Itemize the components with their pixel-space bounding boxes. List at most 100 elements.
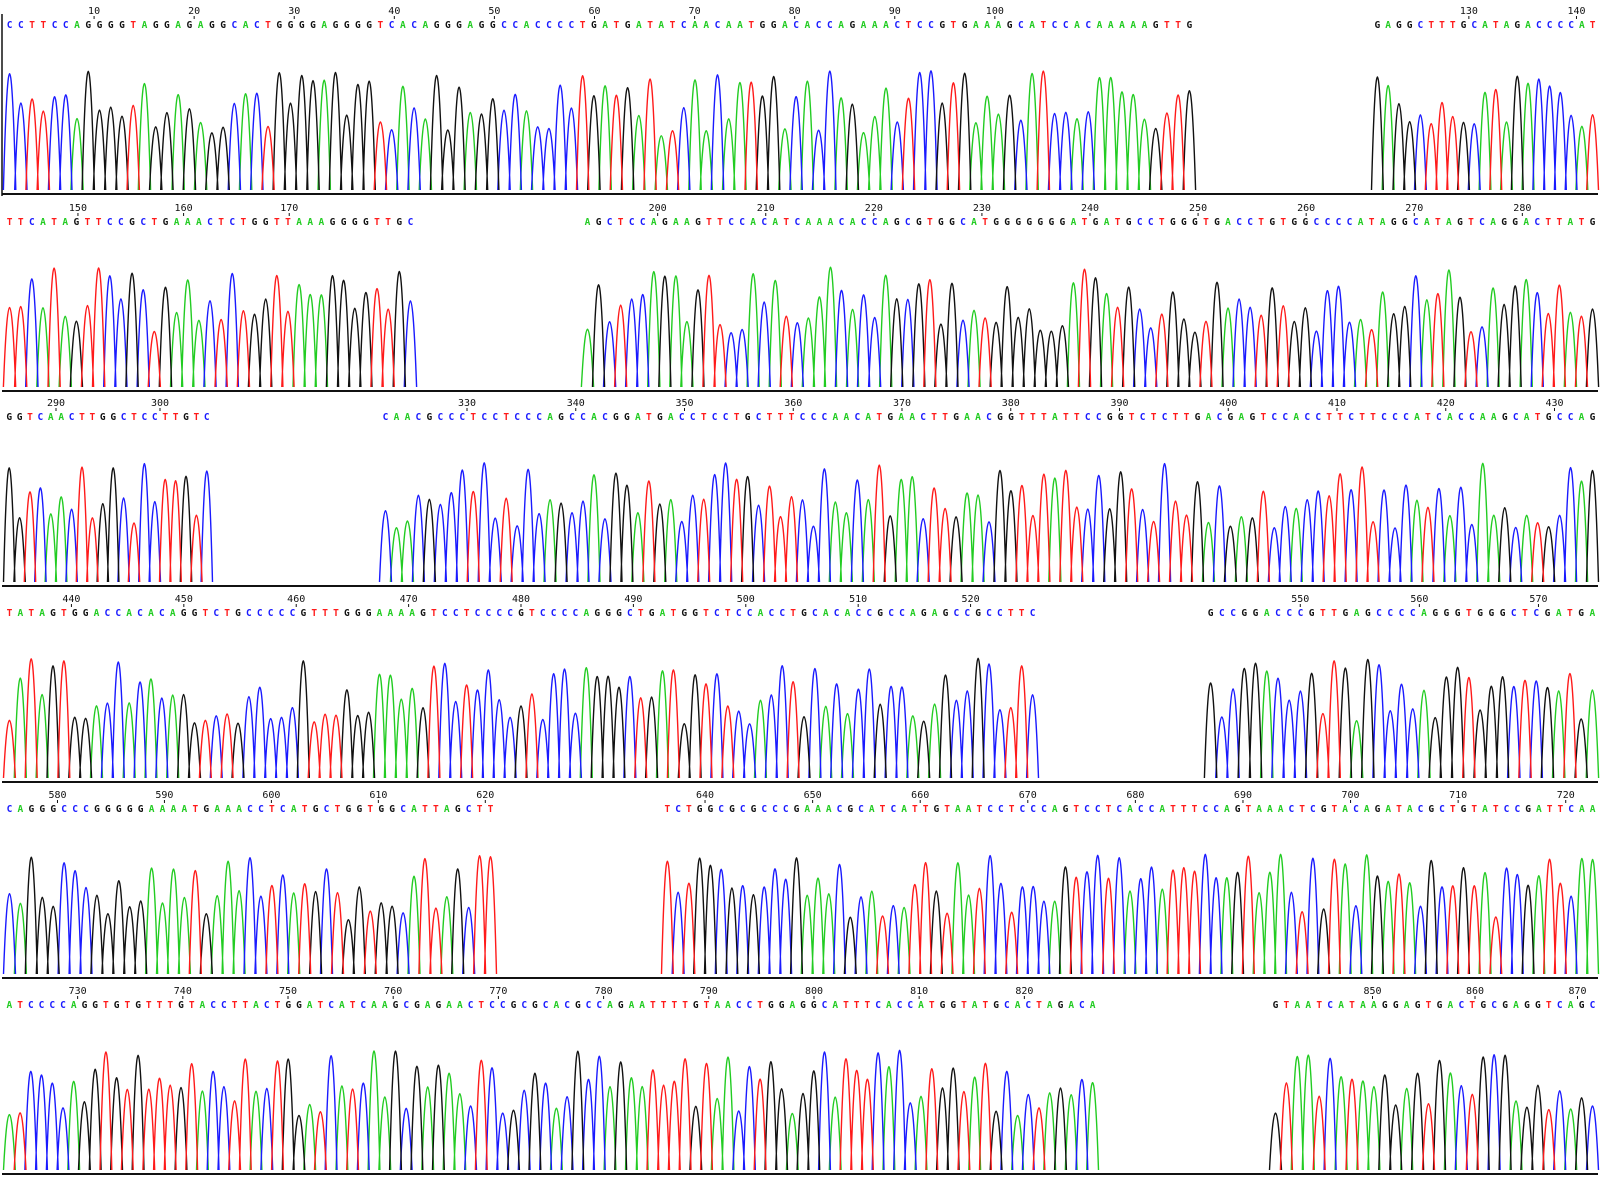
base-call: A xyxy=(955,804,961,815)
tick-label: 700 xyxy=(1342,790,1360,801)
base-call: G xyxy=(28,804,34,815)
tick-label: 130 xyxy=(1460,6,1478,17)
base-call: T xyxy=(1164,20,1170,31)
base-call: C xyxy=(747,1000,753,1011)
tick-label: 440 xyxy=(62,594,80,605)
base-call: C xyxy=(481,412,487,423)
base-call: G xyxy=(490,20,496,31)
base-call: C xyxy=(72,804,78,815)
base-call: A xyxy=(1524,412,1530,423)
base-call: T xyxy=(285,217,291,228)
base-call: A xyxy=(1380,217,1386,228)
base-call: T xyxy=(1030,412,1036,423)
base-call: C xyxy=(872,217,878,228)
base-call: C xyxy=(723,412,729,423)
base-call: A xyxy=(975,412,981,423)
base-call: G xyxy=(693,1000,699,1011)
base-call: T xyxy=(350,1000,356,1011)
tick-label: 590 xyxy=(155,790,173,801)
base-call: C xyxy=(586,1000,592,1011)
base-call: C xyxy=(986,608,992,619)
base-call: C xyxy=(822,412,828,423)
base-call: T xyxy=(18,217,24,228)
trace-A xyxy=(36,279,329,388)
base-call: C xyxy=(866,608,872,619)
base-call: G xyxy=(108,20,114,31)
tick-label: 750 xyxy=(279,986,297,997)
trace-C xyxy=(378,462,1578,583)
base-call: T xyxy=(1326,412,1332,423)
trace-T xyxy=(2,267,395,388)
base-call: G xyxy=(997,412,1003,423)
base-call: C xyxy=(512,20,518,31)
base-call: T xyxy=(157,1000,163,1011)
trace-G xyxy=(422,469,1600,583)
tick-label: 40 xyxy=(388,6,400,17)
base-call: G xyxy=(625,20,631,31)
base-call: T xyxy=(983,1000,989,1011)
base-call: G xyxy=(751,804,757,815)
base-call: G xyxy=(82,1000,88,1011)
base-call: C xyxy=(1471,20,1477,31)
tick-label: 810 xyxy=(910,986,928,997)
base-call: G xyxy=(1514,20,1520,31)
base-call: T xyxy=(27,412,33,423)
base-call: G xyxy=(575,1000,581,1011)
base-call: A xyxy=(673,217,679,228)
base-call: C xyxy=(1213,804,1219,815)
base-call: G xyxy=(100,412,106,423)
base-call: T xyxy=(1567,608,1573,619)
base-call: T xyxy=(1082,217,1088,228)
base-call: T xyxy=(703,608,709,619)
base-call: A xyxy=(585,217,591,228)
base-call: C xyxy=(1347,217,1353,228)
base-call: T xyxy=(374,217,380,228)
base-call: G xyxy=(203,804,209,815)
base-call: T xyxy=(1556,217,1562,228)
base-call: C xyxy=(811,412,817,423)
trace-A xyxy=(580,266,1578,388)
base-call: A xyxy=(1491,412,1497,423)
trace-panel-5: 580 590 600 610 620 640 650 660 670 680 690 700 710 7… xyxy=(2,790,1600,979)
base-call: T xyxy=(470,412,476,423)
base-call: G xyxy=(344,608,350,619)
base-call: G xyxy=(135,1000,141,1011)
base-call: T xyxy=(1522,608,1528,619)
base-call: A xyxy=(94,608,100,619)
base-call: C xyxy=(466,804,472,815)
base-call: A xyxy=(1421,608,1427,619)
base-call: A xyxy=(196,217,202,228)
base-call: G xyxy=(356,804,362,815)
tick-label: 500 xyxy=(737,594,755,605)
base-call: T xyxy=(876,412,882,423)
base-call: A xyxy=(1568,1000,1574,1011)
base-call: G xyxy=(92,1000,98,1011)
base-call: A xyxy=(591,412,597,423)
base-call: T xyxy=(1535,412,1541,423)
tick-label: 210 xyxy=(757,203,775,214)
base-call: C xyxy=(690,412,696,423)
base-call: C xyxy=(856,608,862,619)
base-call: C xyxy=(118,217,124,228)
base-call: C xyxy=(761,804,767,815)
base-call: T xyxy=(241,217,247,228)
base-call: G xyxy=(296,1000,302,1011)
base-call: G xyxy=(1342,608,1348,619)
base-call: T xyxy=(757,1000,763,1011)
base-call: T xyxy=(580,20,586,31)
base-call: T xyxy=(618,217,624,228)
base-call: T xyxy=(385,217,391,228)
base-call: C xyxy=(328,1000,334,1011)
base-call: C xyxy=(247,804,253,815)
base-call: C xyxy=(1403,412,1409,423)
base-call: A xyxy=(1490,217,1496,228)
base-call: C xyxy=(1568,20,1574,31)
base-call: G xyxy=(681,608,687,619)
base-call: A xyxy=(1364,804,1370,815)
base-call: T xyxy=(734,412,740,423)
base-call: C xyxy=(121,412,127,423)
base-call: C xyxy=(1514,804,1520,815)
